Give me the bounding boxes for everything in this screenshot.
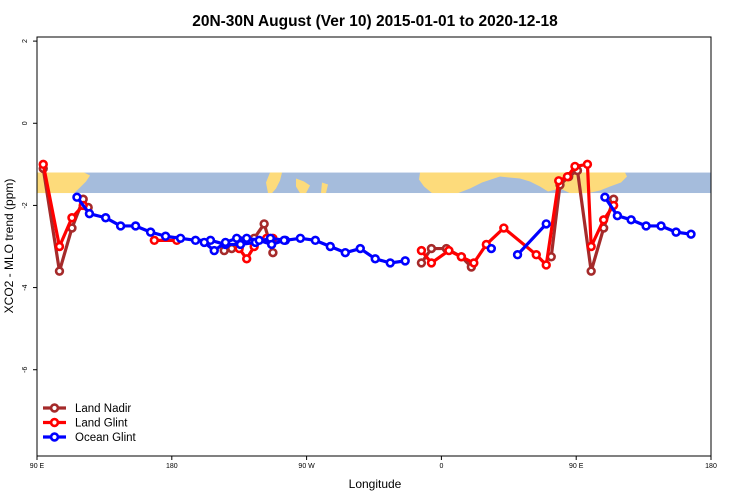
data-point — [486, 243, 497, 254]
data-point — [641, 221, 651, 231]
data-point — [220, 237, 231, 248]
data-point — [100, 213, 111, 223]
data-point — [686, 229, 696, 239]
x-tick-label: 90 W — [298, 463, 315, 470]
series-line — [41, 164, 85, 249]
data-point — [499, 223, 509, 233]
legend-label: Land Nadir — [75, 403, 131, 415]
legend-swatch-marker — [49, 417, 60, 428]
x-tick-label: 90 E — [30, 463, 45, 470]
data-point — [370, 254, 380, 264]
series-line — [420, 162, 615, 267]
x-tick-label: 0 — [439, 463, 443, 470]
data-point — [400, 256, 410, 266]
data-point — [554, 176, 564, 186]
data-point — [355, 243, 365, 254]
x-tick-label: 90 E — [569, 463, 584, 470]
data-point — [175, 233, 186, 243]
data-point — [612, 210, 623, 221]
data-point — [310, 235, 321, 246]
data-point — [160, 231, 171, 241]
data-point — [254, 235, 264, 246]
data-point — [325, 241, 336, 252]
data-point — [38, 159, 48, 170]
data-point — [199, 237, 209, 248]
legend-swatch-marker — [49, 432, 60, 442]
data-point — [241, 254, 252, 264]
data-point — [115, 221, 126, 231]
land-mass — [266, 172, 282, 194]
data-point — [671, 227, 681, 237]
data-point — [54, 241, 65, 252]
data-point — [279, 235, 289, 246]
data-point — [456, 252, 467, 262]
data-point — [531, 250, 541, 260]
data-point — [469, 258, 479, 268]
series-line — [516, 222, 548, 256]
data-point — [259, 219, 269, 229]
data-point — [541, 260, 551, 270]
chart-title: 20N-30N August (Ver 10) 2015-01-01 to 20… — [192, 13, 558, 30]
data-point — [562, 171, 573, 182]
data-point — [600, 192, 610, 202]
data-point — [582, 159, 593, 170]
land-mass — [37, 172, 90, 194]
data-point — [149, 235, 160, 246]
data-point — [232, 233, 242, 243]
data-point — [598, 215, 609, 225]
x-tick-label: 180 — [166, 463, 178, 470]
legend-label: Land Glint — [75, 418, 128, 430]
y-tick-label: -4 — [22, 284, 29, 290]
data-point — [54, 266, 65, 276]
data-point — [145, 227, 156, 237]
x-axis-label: Longitude — [349, 477, 402, 491]
data-point — [541, 219, 551, 229]
y-tick-label: -2 — [22, 202, 29, 208]
data-point — [67, 213, 77, 223]
data-point — [295, 233, 306, 243]
data-point — [266, 239, 277, 250]
data-point — [586, 241, 596, 252]
y-tick-label: 0 — [22, 121, 29, 125]
chart-legend: Land Nadir Land Glint Ocean Glint — [43, 403, 137, 444]
plot-frame — [36, 36, 712, 457]
x-axis: 90 E 180 90 W 0 90 E 180 — [30, 456, 717, 470]
data-point — [512, 250, 523, 260]
data-point — [241, 233, 252, 243]
data-point — [570, 161, 580, 172]
land-mass — [296, 178, 310, 194]
data-point — [656, 221, 666, 231]
data-point — [190, 235, 201, 246]
data-point — [385, 258, 395, 268]
series-layer — [38, 159, 696, 276]
data-point — [209, 245, 219, 256]
data-point — [444, 245, 454, 256]
legend-swatch-marker — [49, 403, 60, 413]
data-point — [72, 192, 82, 202]
y-axis: 2 0 -2 -4 -6 — [22, 39, 37, 373]
world-map-band — [37, 172, 711, 194]
data-point — [130, 221, 141, 231]
data-point — [268, 247, 278, 258]
data-point — [626, 215, 636, 225]
y-tick-label: 2 — [22, 39, 29, 43]
x-tick-label: 180 — [705, 463, 717, 470]
land-mass — [321, 182, 328, 194]
data-point — [416, 258, 427, 268]
land-mass — [419, 172, 627, 194]
y-tick-label: -6 — [22, 367, 29, 373]
data-point — [84, 208, 95, 219]
data-point — [586, 266, 596, 276]
data-point — [426, 258, 437, 268]
y-axis-label: XCO2 - MLO trend (ppm) — [2, 179, 16, 314]
data-point — [426, 243, 437, 254]
series-ocean-glint — [72, 192, 696, 268]
legend-label: Ocean Glint — [75, 432, 137, 444]
data-point — [340, 247, 350, 258]
data-point — [416, 245, 427, 256]
